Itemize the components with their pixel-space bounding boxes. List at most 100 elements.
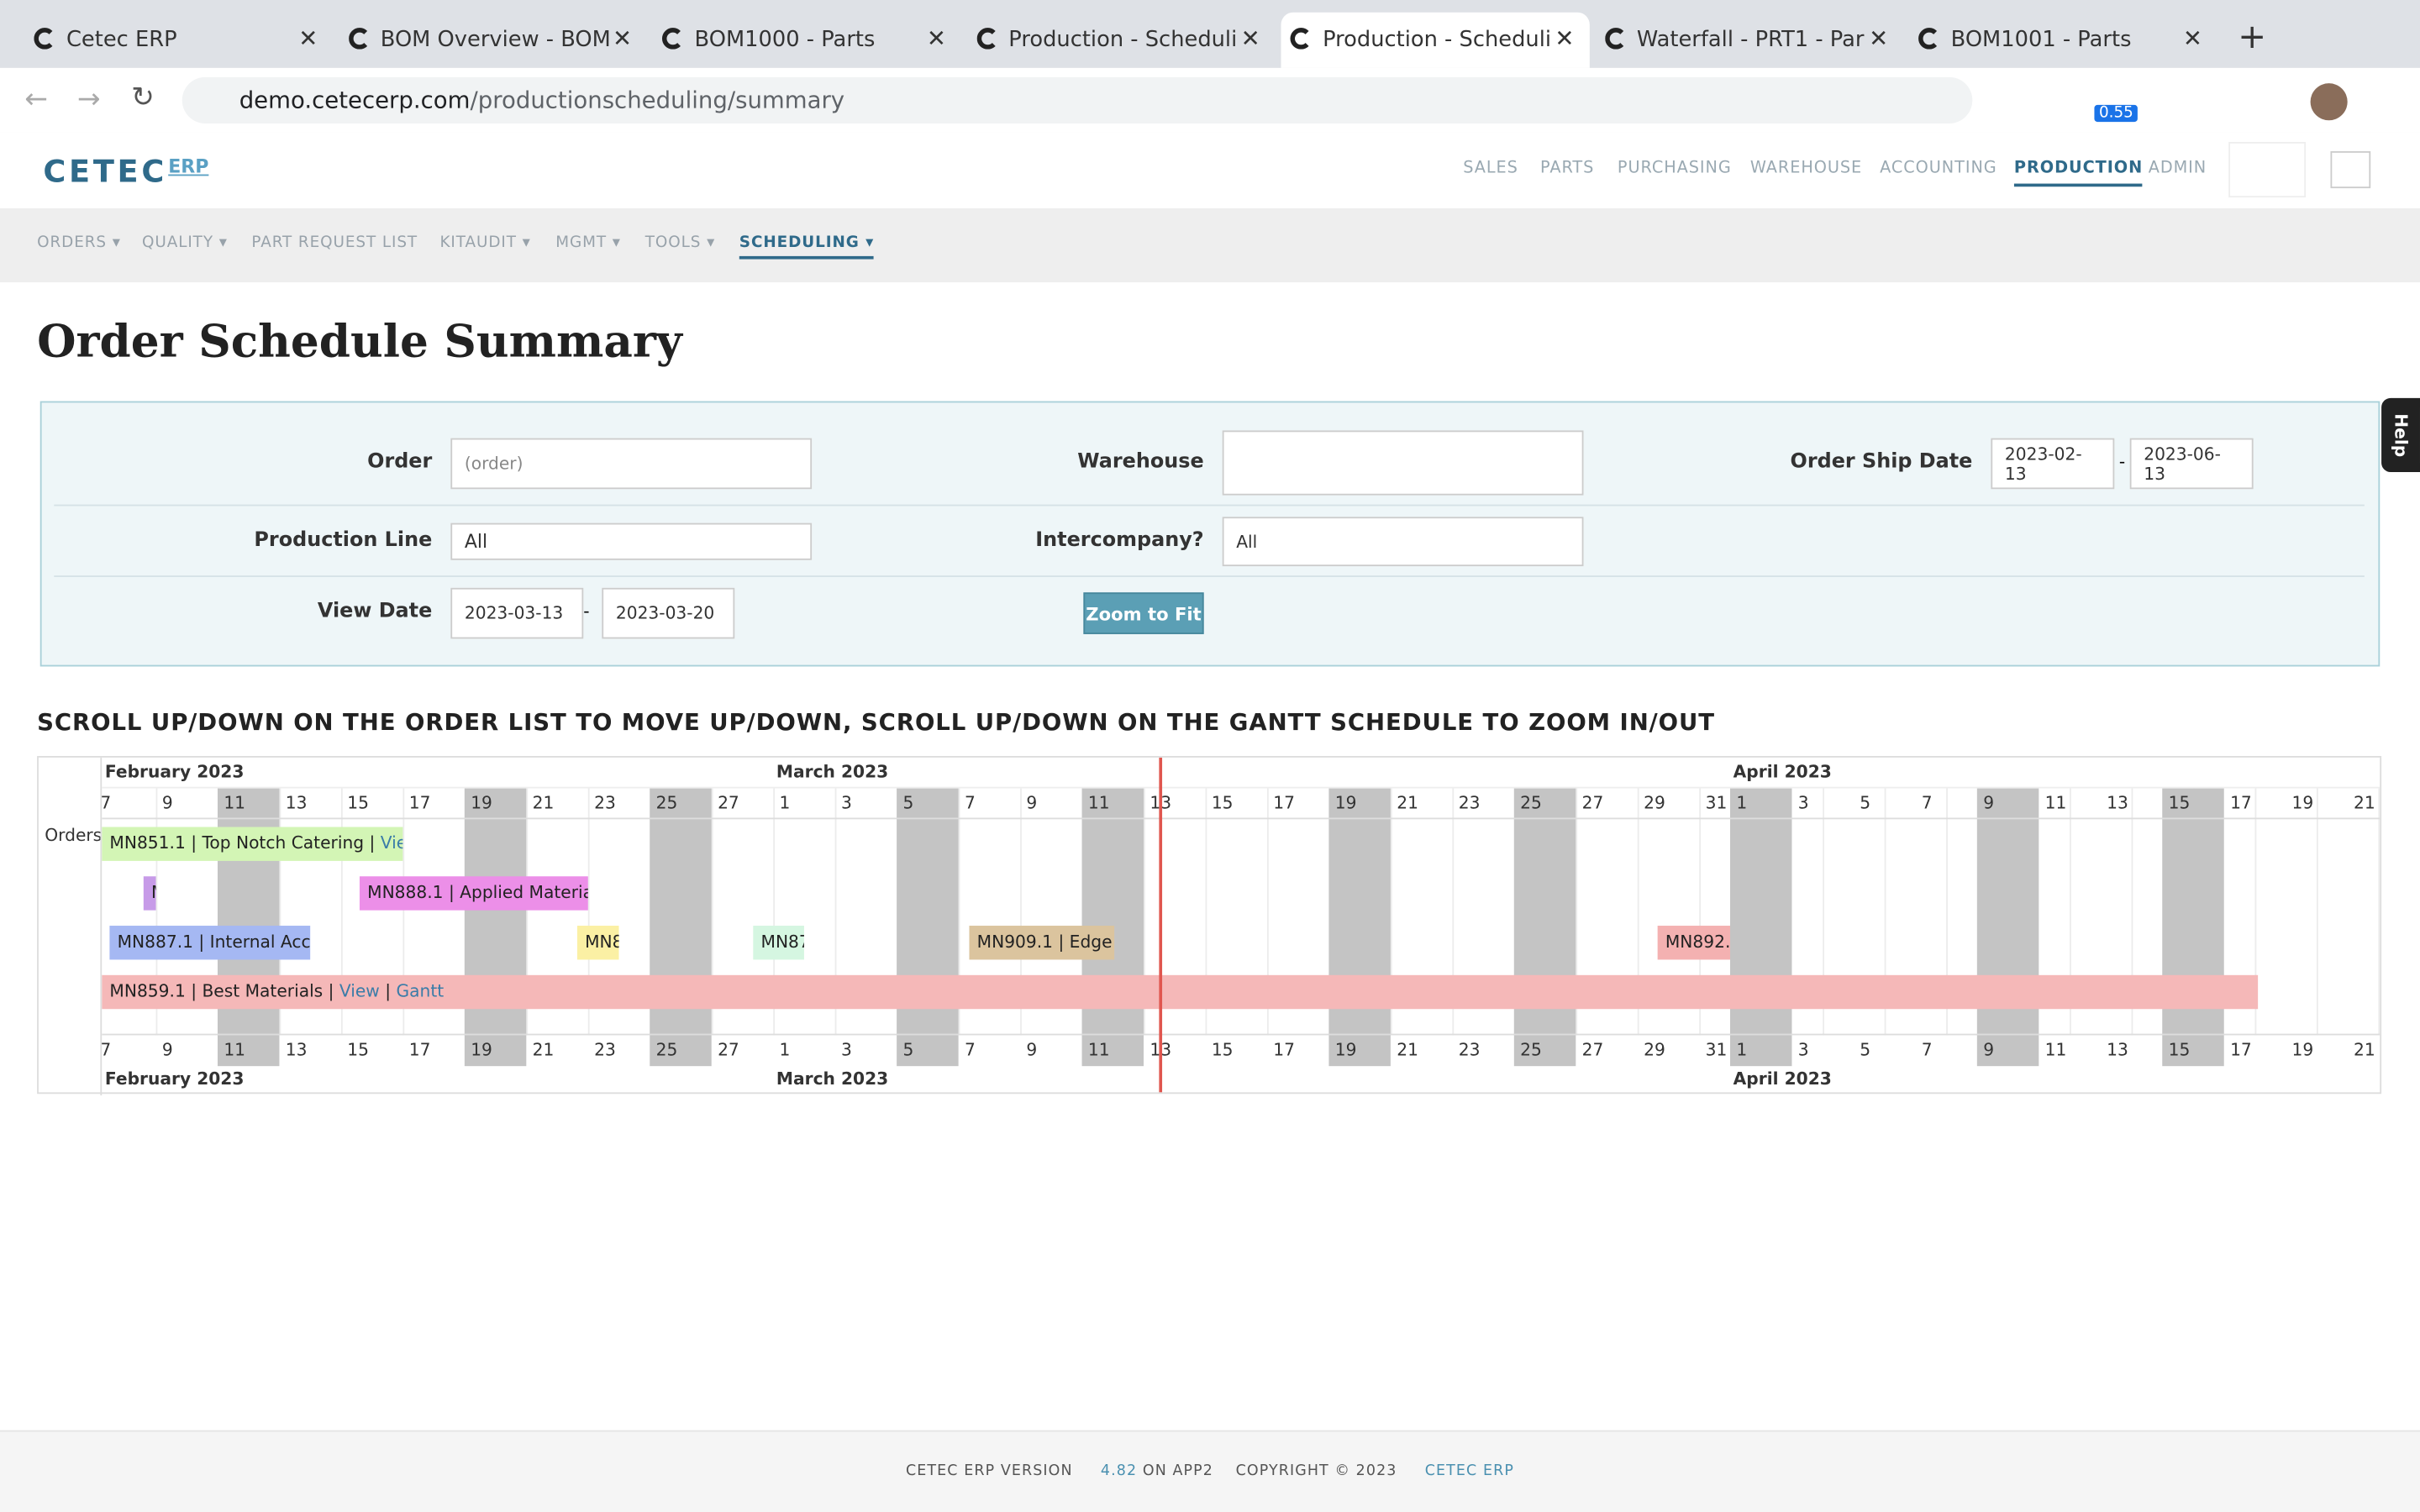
order-link[interactable]: View bbox=[339, 981, 380, 1002]
day-label: 7 bbox=[102, 793, 111, 813]
order-bar[interactable]: MN859.1 | Best Materials | View | Gantt bbox=[102, 974, 2259, 1010]
divider bbox=[102, 786, 2381, 789]
grid-line bbox=[1266, 788, 1269, 1036]
tab[interactable]: Cetec ERP ✕ bbox=[24, 13, 333, 68]
view-to[interactable]: 2023-03-20 bbox=[602, 587, 735, 639]
tab-icon bbox=[34, 28, 56, 50]
weekend-column bbox=[1976, 788, 2039, 1067]
order-link[interactable]: Gantt bbox=[396, 981, 445, 1002]
order-label: Order bbox=[367, 450, 433, 474]
day-label: 25 bbox=[1520, 1039, 1542, 1060]
logo[interactable]: CETEC bbox=[43, 152, 167, 190]
nav-link[interactable]: WAREHOUSE bbox=[1749, 159, 1863, 178]
sub-nav-link[interactable]: ORDERS ▾ bbox=[37, 234, 121, 252]
tab-close[interactable]: ✕ bbox=[926, 24, 946, 53]
day-label: 21 bbox=[1397, 793, 1418, 813]
footer-brand[interactable]: CETEC ERP bbox=[1424, 1462, 1514, 1480]
forward[interactable]: → bbox=[76, 83, 101, 116]
order-link[interactable]: View bbox=[380, 832, 403, 853]
zoom-button[interactable]: Zoom to Fit bbox=[1083, 592, 1204, 634]
day-label: 17 bbox=[2230, 1039, 2252, 1060]
view-from[interactable]: 2023-03-13 bbox=[450, 587, 584, 639]
day-label: 15 bbox=[1211, 1039, 1234, 1060]
ship-to[interactable]: 2023-06-13 bbox=[2129, 438, 2254, 490]
order-bar[interactable]: MN909.1 | Edge Pro bbox=[969, 926, 1115, 960]
day-label: 9 bbox=[1983, 1039, 1995, 1060]
divider bbox=[102, 817, 2381, 820]
divider bbox=[54, 575, 2365, 577]
nav-link[interactable]: PARTS bbox=[1540, 159, 1595, 178]
divider bbox=[100, 757, 103, 1096]
grid-line bbox=[773, 788, 776, 1036]
sub-nav-link[interactable]: SCHEDULING ▾ bbox=[739, 234, 875, 260]
tab-close[interactable]: ✕ bbox=[1869, 24, 1889, 53]
order-label: MN87 bbox=[760, 932, 804, 953]
url: demo.cetecerp.com/productionscheduling/s… bbox=[239, 87, 844, 114]
day-label: 7 bbox=[1921, 793, 1933, 813]
omnibox[interactable] bbox=[182, 76, 1973, 123]
footer-label: CETEC ERP VERSION bbox=[905, 1462, 1073, 1480]
day-label: 1 bbox=[1736, 1039, 1748, 1060]
avatar[interactable] bbox=[2310, 83, 2348, 121]
day-label: 19 bbox=[471, 793, 492, 813]
filter-panel bbox=[39, 401, 2381, 667]
sub-nav-link[interactable]: QUALITY ▾ bbox=[141, 234, 228, 252]
order-bar[interactable]: MN892.1 bbox=[1657, 926, 1730, 960]
grid-line bbox=[1452, 788, 1455, 1036]
sub-nav-link[interactable]: MGMT ▾ bbox=[555, 234, 621, 252]
day-label: 29 bbox=[1644, 793, 1665, 813]
tab[interactable]: Production - Scheduli ✕ bbox=[967, 13, 1276, 68]
tab-close[interactable]: ✕ bbox=[1555, 24, 1575, 53]
tab[interactable]: Waterfall - PRT1 - Par ✕ bbox=[1595, 13, 1903, 68]
sub-nav-link[interactable]: PART REQUEST LIST bbox=[251, 234, 418, 252]
order-bar[interactable]: MN887.1 | Internal Account bbox=[109, 926, 311, 960]
nav-link[interactable]: SALES bbox=[1463, 159, 1518, 178]
day-label: 19 bbox=[1334, 793, 1357, 813]
tab-icon bbox=[1290, 28, 1313, 50]
ship-date-label: Order Ship Date bbox=[1790, 450, 1973, 474]
day-label: 11 bbox=[224, 1039, 246, 1060]
day-label: 11 bbox=[1087, 793, 1110, 813]
tab-close[interactable]: ✕ bbox=[298, 24, 318, 53]
search-button[interactable] bbox=[2228, 141, 2307, 198]
day-label: 3 bbox=[841, 1039, 852, 1060]
tab-close[interactable]: ✕ bbox=[2182, 24, 2203, 53]
grid-line bbox=[1823, 788, 1825, 1036]
back[interactable]: ← bbox=[24, 83, 49, 116]
tab-title: Production - Scheduli bbox=[1323, 28, 1551, 53]
app-header bbox=[0, 132, 2420, 208]
intercompany-select[interactable]: All bbox=[1222, 517, 1584, 567]
order-bar[interactable]: MN888.1 | Applied Materials, In bbox=[359, 876, 588, 911]
tab[interactable]: Production - Scheduli ✕ bbox=[1281, 12, 1590, 68]
day-label: 27 bbox=[718, 1039, 739, 1060]
order-bar[interactable]: MN8 bbox=[576, 926, 619, 960]
tab[interactable]: BOM1000 - Parts ✕ bbox=[653, 13, 961, 68]
day-label: 1 bbox=[1736, 793, 1748, 813]
order-bar[interactable]: M bbox=[143, 876, 156, 911]
reload[interactable]: ↻ bbox=[131, 81, 155, 114]
day-label: 17 bbox=[1273, 793, 1296, 813]
sub-nav-link[interactable]: TOOLS ▾ bbox=[644, 234, 716, 252]
nav-link[interactable]: PURCHASING bbox=[1617, 159, 1732, 178]
order-bar[interactable]: MN851.1 | Top Notch Catering | View | Ga bbox=[102, 827, 403, 861]
logo-suffix[interactable]: ERP bbox=[168, 155, 209, 178]
tab-close[interactable]: ✕ bbox=[613, 24, 633, 53]
order-bar[interactable]: MN87 bbox=[753, 926, 804, 960]
warehouse-input[interactable] bbox=[1222, 430, 1584, 496]
today-line bbox=[1159, 757, 1163, 1093]
sub-nav-link[interactable]: KITAUDIT ▾ bbox=[439, 234, 531, 252]
day-label: 25 bbox=[655, 793, 678, 813]
help-tab[interactable]: Help bbox=[2381, 397, 2420, 473]
nav-link[interactable]: ACCOUNTING bbox=[1880, 159, 1997, 178]
production-line-select[interactable]: All bbox=[450, 522, 813, 560]
tab-close[interactable]: ✕ bbox=[1240, 24, 1260, 53]
nav-link[interactable]: ADMIN bbox=[2148, 159, 2207, 178]
menu-button[interactable] bbox=[2330, 150, 2371, 189]
new-tab[interactable]: + bbox=[2238, 18, 2267, 57]
tab[interactable]: BOM1001 - Parts ✕ bbox=[1909, 13, 2217, 68]
nav-link[interactable]: PRODUCTION bbox=[2013, 159, 2144, 187]
day-label: 5 bbox=[1860, 1039, 1871, 1060]
tab[interactable]: BOM Overview - BOM ✕ bbox=[339, 13, 647, 68]
order-input[interactable]: (order) bbox=[450, 438, 813, 490]
ship-from[interactable]: 2023-02-13 bbox=[1991, 438, 2115, 490]
